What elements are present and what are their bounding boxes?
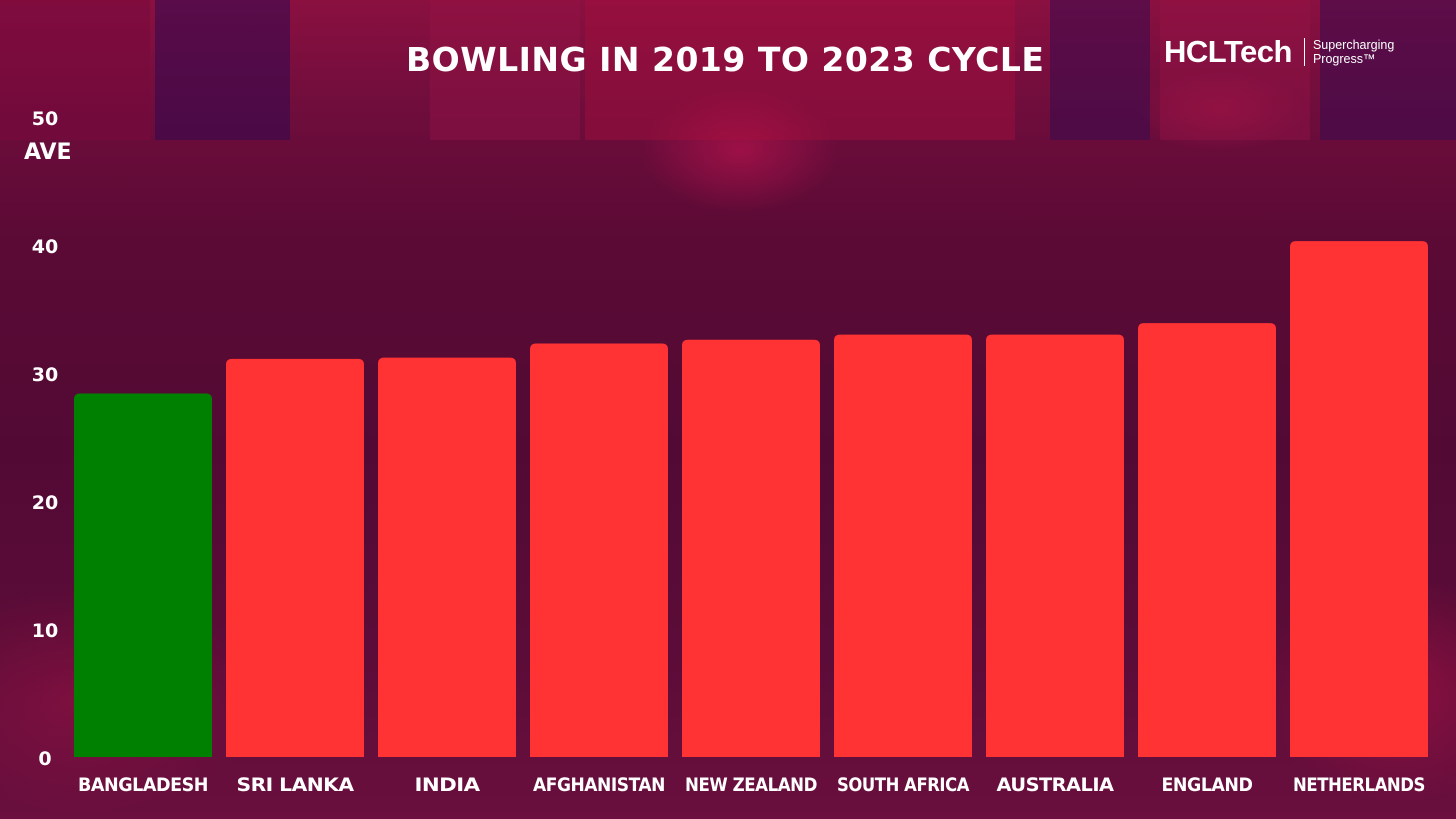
bar-new-zealand: [682, 339, 820, 757]
chart-title: BOWLING IN 2019 TO 2023 CYCLE: [406, 40, 1045, 79]
background-panel: [585, 0, 1015, 140]
x-tick-label: AUSTRALIA: [997, 774, 1115, 796]
x-tick-label: ENGLAND: [1162, 774, 1253, 796]
y-axis-label: AVE: [24, 140, 72, 165]
background-panel: [1050, 0, 1150, 140]
bar-netherlands: [1290, 241, 1428, 757]
x-tick-label: NETHERLANDS: [1293, 774, 1425, 796]
bar-sri-lanka: [226, 358, 364, 757]
bar-england: [1138, 323, 1276, 757]
y-tick-label: 0: [38, 748, 51, 770]
y-axis-ticks: 0 10 20 30 40 50: [32, 108, 58, 770]
x-tick-label: INDIA: [415, 774, 481, 796]
logo-tagline-line1: Supercharging: [1312, 38, 1395, 52]
bar-india: [378, 357, 516, 757]
logo-divider: [1303, 38, 1305, 66]
x-tick-label: NEW ZEALAND: [685, 774, 817, 796]
y-tick-label: 50: [32, 108, 58, 130]
x-tick-label: BANGLADESH: [78, 774, 208, 796]
background-panel: [430, 0, 580, 140]
background-banner: [0, 0, 1456, 140]
y-tick-label: 40: [32, 236, 58, 258]
logo-tagline-line2: Progress™: [1312, 52, 1376, 66]
x-tick-label: SRI LANKA: [237, 774, 355, 796]
background-panel: [1320, 0, 1456, 140]
logo-tagline: Supercharging Progress™: [1313, 38, 1394, 66]
y-tick-label: 10: [32, 620, 58, 642]
bars: [74, 241, 1428, 757]
background-panel: [1160, 0, 1310, 140]
background-panel: [0, 0, 150, 140]
bar-australia: [986, 334, 1124, 757]
logo-brand: HCLTech: [1164, 34, 1292, 69]
y-tick-label: 30: [32, 364, 58, 386]
background-panel: [155, 0, 290, 140]
hcltech-logo: HCLTech Supercharging Progress™: [1164, 32, 1394, 72]
y-tick-label: 20: [32, 492, 58, 514]
bar-afghanistan: [530, 343, 668, 757]
x-tick-label: SOUTH AFRICA: [837, 774, 970, 796]
bar-bangladesh: [74, 393, 212, 757]
bar-south-africa: [834, 334, 972, 757]
x-axis-labels: BANGLADESH SRI LANKA INDIA AFGHANISTAN NEW Z…: [78, 774, 1426, 796]
x-tick-label: AFGHANISTAN: [533, 774, 665, 796]
